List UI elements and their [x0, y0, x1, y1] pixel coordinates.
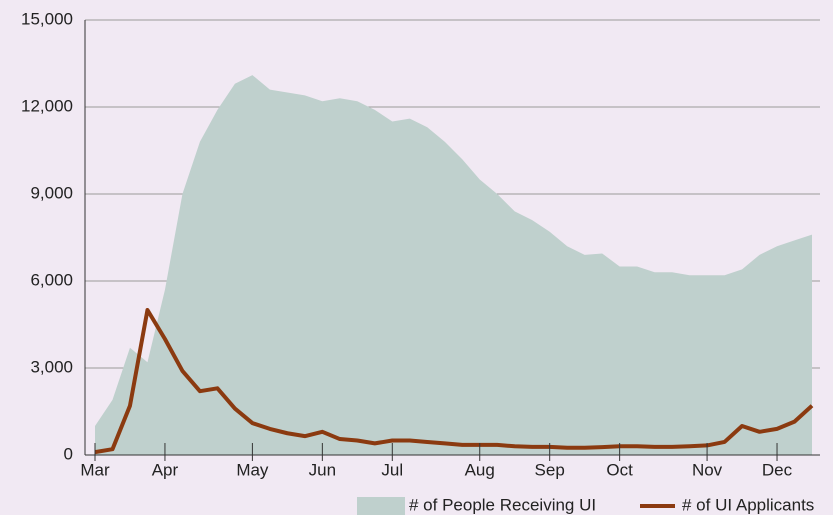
y-tick-label: 0 — [64, 444, 73, 463]
y-tick-label: 9,000 — [30, 183, 73, 202]
x-tick-label: Mar — [80, 460, 110, 479]
y-tick-label: 12,000 — [21, 96, 73, 115]
y-tick-label: 6,000 — [30, 270, 73, 289]
x-tick-label: Aug — [465, 460, 495, 479]
x-tick-label: Sep — [535, 460, 565, 479]
area — [95, 75, 812, 455]
y-tick-label: 15,000 — [21, 9, 73, 28]
y-tick-label: 3,000 — [30, 357, 73, 376]
line — [94, 308, 814, 455]
x-tick-label: Apr — [152, 460, 179, 479]
x-tick-label: Jun — [309, 460, 336, 479]
x-tick-label: Dec — [762, 460, 793, 479]
legend-label: # of People Receiving UI — [409, 495, 596, 514]
legend-swatch — [357, 497, 405, 515]
x-tick-label: Nov — [692, 460, 723, 479]
x-tick-label: May — [236, 460, 269, 479]
x-tick-label: Oct — [606, 460, 633, 479]
legend-label: # of UI Applicants — [682, 495, 814, 514]
x-tick-label: Jul — [381, 460, 403, 479]
